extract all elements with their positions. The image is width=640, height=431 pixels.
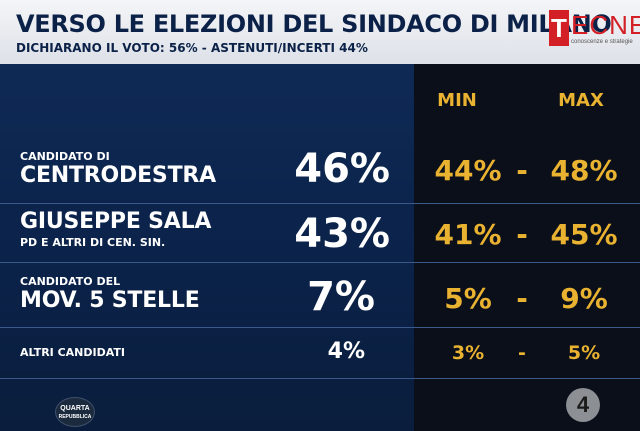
row-divider <box>0 262 640 263</box>
min-value: 3% <box>451 342 485 364</box>
min-column-header: MIN <box>437 90 477 111</box>
row-divider <box>0 327 640 328</box>
candidate-label: ALTRI CANDIDATI <box>20 346 125 359</box>
max-value: 9% <box>560 282 608 315</box>
candidate-value: 4% <box>327 339 365 364</box>
channel-logo: 4 <box>566 388 600 422</box>
max-value: 45% <box>550 218 618 251</box>
max-value: 48% <box>550 154 618 187</box>
candidate-value: 43% <box>294 211 390 257</box>
tecne-logo: T ECNE conoscenze e strategie <box>549 10 640 50</box>
logo-tagline: conoscenze e strategie <box>571 39 633 45</box>
candidate-label-line2: CENTRODESTRA <box>20 163 216 188</box>
candidate-value: 7% <box>307 274 375 320</box>
row-divider <box>0 378 640 379</box>
min-value: 5% <box>444 282 492 315</box>
range-dash: - <box>516 154 528 187</box>
page-subtitle: DICHIARANO IL VOTO: 56% - ASTENUTI/INCER… <box>16 41 368 55</box>
max-value: 5% <box>567 342 601 364</box>
logo-wordmark: ECNE <box>571 10 640 40</box>
candidate-label-line1: CANDIDATO DI <box>20 150 110 163</box>
candidate-label-line2: MOV. 5 STELLE <box>20 288 200 313</box>
range-dash: - <box>516 218 528 251</box>
range-panel <box>414 64 640 431</box>
show-logo-line1: QUARTA <box>60 405 90 412</box>
min-value: 44% <box>434 154 502 187</box>
show-logo-line2: REPUBBLICA <box>58 414 92 420</box>
range-dash: - <box>516 282 528 315</box>
candidate-label-line1: CANDIDATO DEL <box>20 275 121 288</box>
logo-first-letter: T <box>549 10 569 46</box>
candidate-label-line2: PD E ALTRI DI CEN. SIN. <box>20 236 166 249</box>
max-column-header: MAX <box>558 90 604 111</box>
min-value: 41% <box>434 218 502 251</box>
range-dash: - <box>518 342 526 364</box>
row-divider <box>0 203 640 204</box>
candidate-value: 46% <box>294 146 390 192</box>
header-bar: VERSO LE ELEZIONI DEL SINDACO DI MILANO … <box>0 0 640 64</box>
candidate-label-line1: GIUSEPPE SALA <box>20 209 212 234</box>
show-logo: QUARTA REPUBBLICA <box>55 397 95 427</box>
page-title: VERSO LE ELEZIONI DEL SINDACO DI MILANO <box>16 10 612 38</box>
